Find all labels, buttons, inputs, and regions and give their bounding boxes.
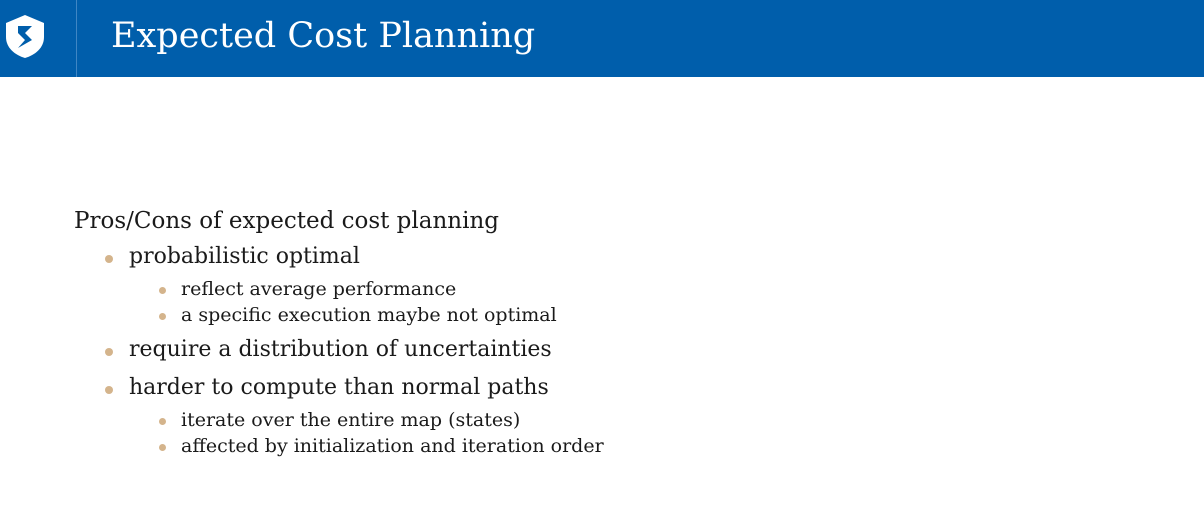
logo [0,0,77,77]
slide-header: Expected Cost Planning [0,0,1204,77]
shield-s-logo-icon [6,15,44,58]
sub-bullet-list: reflect average performance a specific e… [129,276,1174,328]
bullet-list: probabilistic optimal reflect average pe… [74,241,1174,459]
bullet-text: harder to compute than normal paths [129,375,549,400]
bullet-text: require a distribution of uncertainties [129,337,552,362]
intro-text: Pros/Cons of expected cost planning [74,208,499,234]
bullet-text: probabilistic optimal [129,244,360,269]
bullet-item: require a distribution of uncertainties [105,334,1174,366]
sub-bullet-item: iterate over the entire map (states) [159,407,1174,433]
bullet-item: harder to compute than normal paths iter… [105,372,1174,459]
bullet-item: probabilistic optimal reflect average pe… [105,241,1174,328]
sub-bullet-item: a specific execution maybe not optimal [159,302,1174,328]
sub-bullet-item: reflect average performance [159,276,1174,302]
slide-content: Pros/Cons of expected cost planning prob… [74,206,1174,465]
slide-title: Expected Cost Planning [111,16,536,56]
sub-bullet-list: iterate over the entire map (states) aff… [129,407,1174,459]
sub-bullet-item: affected by initialization and iteration… [159,433,1174,459]
